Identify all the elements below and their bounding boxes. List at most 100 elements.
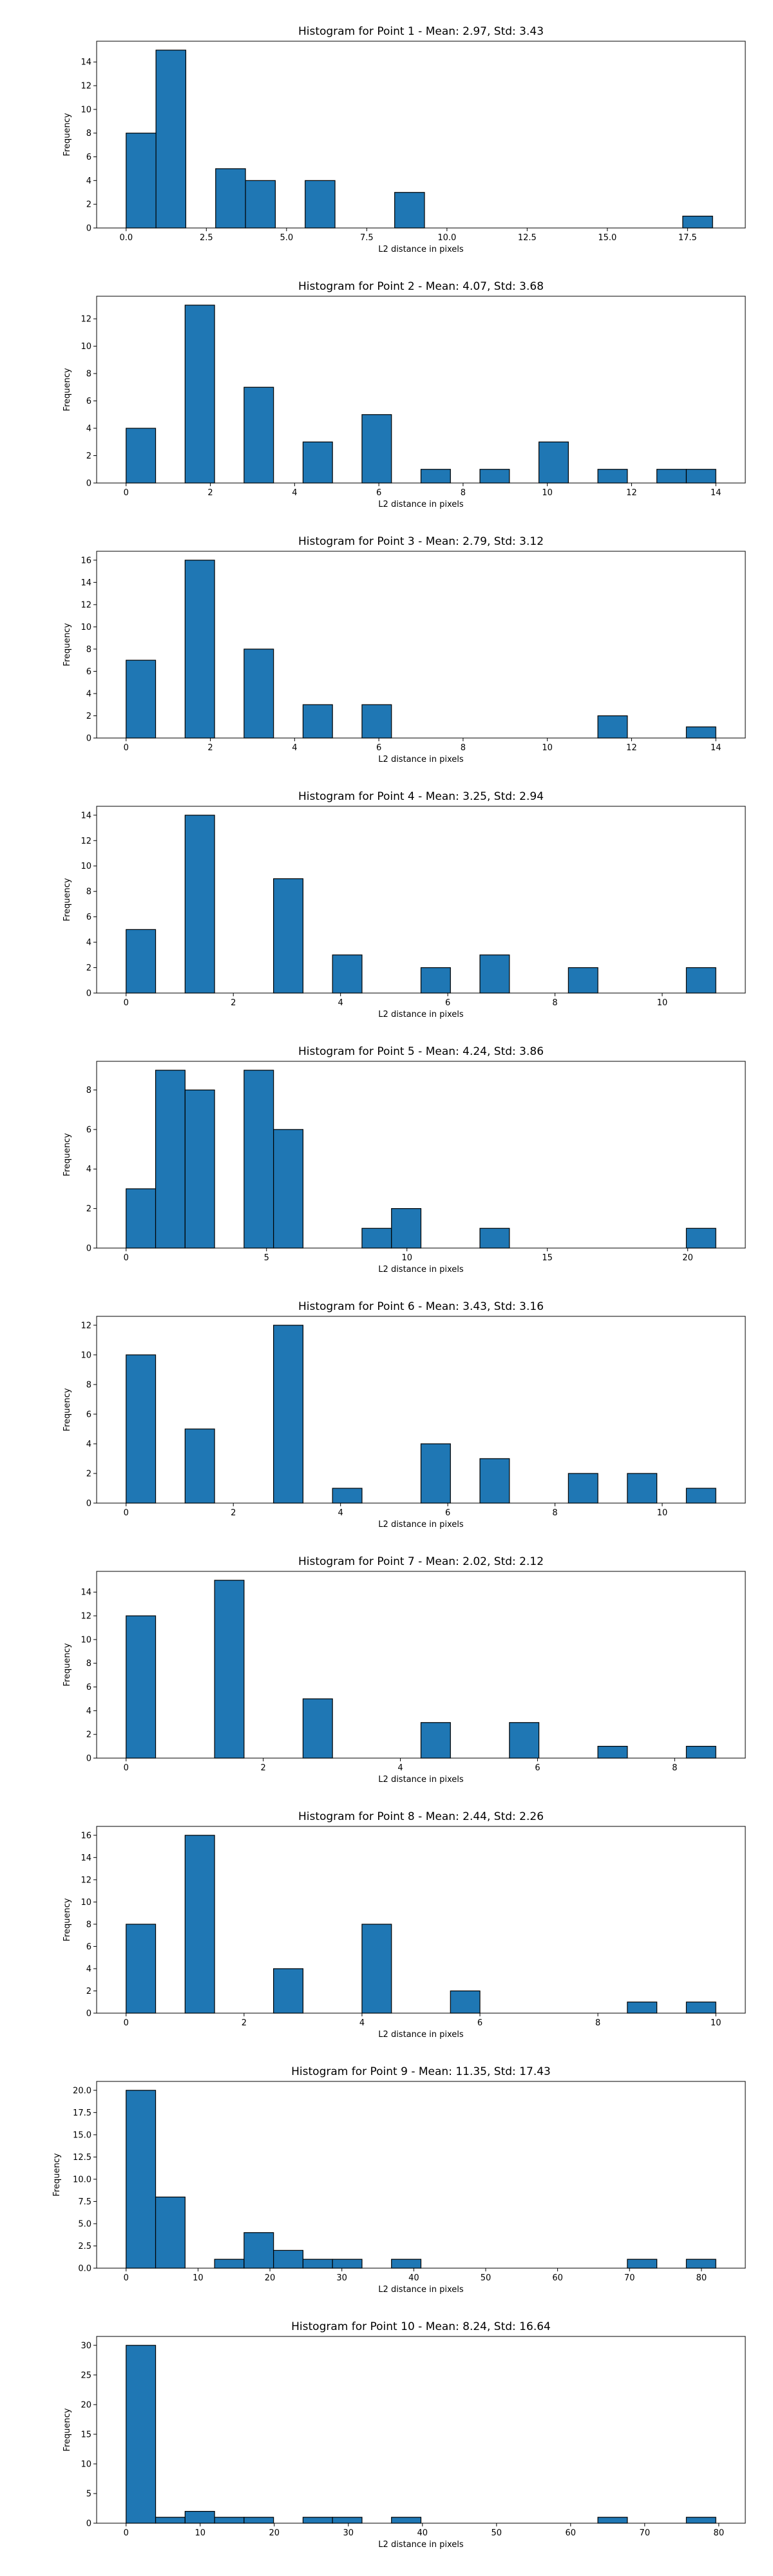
histogram-chart-1: Histogram for Point 1 - Mean: 2.97, Std:… [62, 25, 746, 254]
y-tick-label: 2 [86, 451, 91, 461]
y-tick-label: 2 [86, 1730, 91, 1740]
histogram-bar [184, 815, 215, 994]
plot-frame [96, 806, 746, 994]
y-tick-label: 4 [86, 689, 91, 699]
y-axis-label: Frequency [62, 878, 72, 921]
y-tick-label: 0 [86, 479, 91, 489]
y-tick-label: 2 [86, 712, 91, 721]
y-tick-label: 20 [81, 2400, 91, 2410]
x-tick-label: 40 [408, 2273, 419, 2283]
x-tick-label: 2 [231, 998, 236, 1008]
y-tick-label: 10 [81, 1635, 91, 1645]
bars [126, 50, 713, 229]
histogram-bar [479, 1458, 510, 1504]
chart-title: Histogram for Point 1 - Mean: 2.97, Std:… [298, 25, 544, 38]
y-tick-label: 10 [81, 342, 91, 352]
x-tick-label: 15 [542, 1253, 553, 1263]
histogram-bar [332, 1488, 363, 1504]
x-tick-label: 12.5 [518, 233, 537, 243]
histogram-bar [302, 1698, 333, 1759]
histogram-bar [273, 2249, 304, 2269]
x-tick-label: 60 [566, 2528, 577, 2538]
y-tick-label: 20.0 [73, 2086, 91, 2096]
y-tick-label: 12.5 [73, 2153, 91, 2163]
x-tick-label: 10 [195, 2528, 206, 2538]
x-tick-label: 2 [231, 1508, 236, 1518]
x-tick-label: 10 [542, 488, 553, 498]
y-tick-label: 6 [86, 397, 91, 406]
x-tick-label: 5.0 [280, 233, 293, 243]
x-tick-label: 0 [124, 2273, 129, 2283]
histogram-bar [273, 1968, 304, 2014]
y-axis-label: Frequency [62, 113, 72, 156]
histogram-bar [479, 1227, 510, 1249]
x-tick-label: 6 [477, 2018, 482, 2028]
y-tick-label: 16 [81, 556, 91, 565]
y-axis-label: Frequency [52, 2153, 62, 2196]
histogram-bar [155, 2196, 186, 2269]
x-axis-label: L2 distance in pixels [378, 245, 464, 254]
x-tick-label: 10 [657, 1508, 668, 1518]
x-tick-label: 6 [445, 1508, 450, 1518]
histogram-bar [273, 1129, 304, 1249]
histogram-bar [155, 50, 187, 229]
y-tick-label: 0 [86, 224, 91, 234]
x-tick-label: 10.0 [437, 233, 456, 243]
histogram-bar [361, 414, 392, 484]
histogram-bar [302, 2259, 333, 2269]
y-tick-label: 12 [81, 837, 91, 846]
histogram-bar [184, 1428, 215, 1504]
x-tick-label: 8 [552, 1508, 557, 1518]
histogram-bar [243, 2517, 274, 2524]
y-tick-label: 8 [86, 1920, 91, 1929]
histogram-bar [332, 954, 363, 994]
x-tick-label: 4 [292, 488, 297, 498]
histogram-bar [568, 1473, 598, 1504]
histogram-bar [126, 2090, 157, 2269]
y-tick-label: 10 [81, 862, 91, 871]
histogram-bar [394, 192, 425, 229]
bars [126, 305, 716, 484]
x-tick-label: 0 [124, 998, 129, 1008]
plot-frame [96, 1826, 746, 2014]
histogram-bar [479, 954, 510, 994]
y-tick-label: 8 [86, 645, 91, 654]
y-tick-label: 0 [86, 1244, 91, 1254]
x-tick-label: 4 [338, 1508, 343, 1518]
histogram-bar [273, 1325, 304, 1504]
histogram-bar [420, 1443, 451, 1504]
histogram-bar [685, 2259, 716, 2269]
y-tick-label: 6 [86, 1125, 91, 1135]
y-tick-label: 10 [81, 105, 91, 115]
histogram-bar [215, 168, 246, 229]
y-tick-label: 2 [86, 1204, 91, 1214]
x-tick-label: 5 [264, 1253, 269, 1263]
bars [126, 1070, 716, 1249]
histogram-bar [126, 428, 157, 484]
histogram-bar [685, 726, 716, 739]
histogram-bar [243, 386, 274, 484]
histogram-bar [420, 469, 451, 484]
y-tick-label: 14 [81, 811, 91, 820]
bars [126, 2345, 716, 2524]
histogram-bar [243, 2232, 274, 2269]
histogram-bar [627, 2259, 658, 2269]
histogram-bar [243, 1070, 274, 1249]
y-tick-label: 8 [86, 370, 91, 379]
x-axis-label: L2 distance in pixels [378, 2030, 464, 2040]
y-tick-label: 4 [86, 1165, 91, 1175]
x-tick-label: 20 [269, 2528, 280, 2538]
x-tick-label: 60 [552, 2273, 563, 2283]
histogram-bar [245, 180, 276, 229]
histogram-bar [685, 469, 716, 484]
y-tick-label: 8 [86, 1380, 91, 1390]
histogram-bar [685, 2517, 716, 2524]
x-tick-label: 2 [207, 743, 213, 753]
histogram-bar [361, 704, 392, 739]
histogram-bar [538, 441, 569, 484]
chart-title: Histogram for Point 9 - Mean: 11.35, Std… [291, 2065, 551, 2078]
y-axis-label: Frequency [62, 1133, 72, 1176]
y-tick-label: 10 [81, 2459, 91, 2469]
chart-title: Histogram for Point 5 - Mean: 4.24, Std:… [298, 1045, 544, 1058]
y-tick-label: 12 [81, 315, 91, 325]
